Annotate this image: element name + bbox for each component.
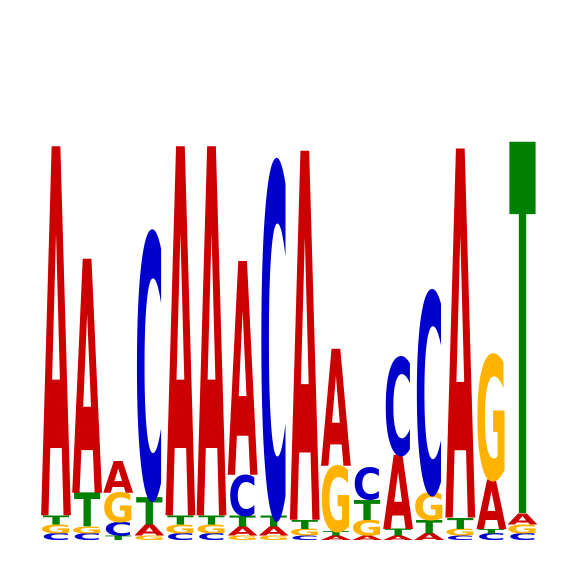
- logo-letter-a: A: [290, 50, 320, 566]
- logo-letter-a: A: [103, 453, 133, 503]
- logo-letter-a: A: [445, 48, 475, 566]
- logo-letter-a: A: [72, 195, 102, 566]
- logo-letter-c: C: [353, 460, 382, 510]
- logo-letter-g: G: [475, 323, 507, 520]
- logo-letter-c: C: [415, 239, 444, 558]
- logo-letter-a: A: [228, 204, 258, 545]
- logo-letter-a: A: [321, 317, 351, 504]
- logo-letter-c: C: [384, 332, 413, 487]
- logo-letter-t: T: [509, 42, 536, 566]
- logo-letter-a: A: [165, 46, 195, 566]
- logo-letter-c: C: [259, 68, 288, 566]
- logo-letter-a: A: [41, 46, 71, 566]
- logo-letter-a: A: [196, 46, 226, 566]
- logo-letter-c: C: [135, 163, 164, 566]
